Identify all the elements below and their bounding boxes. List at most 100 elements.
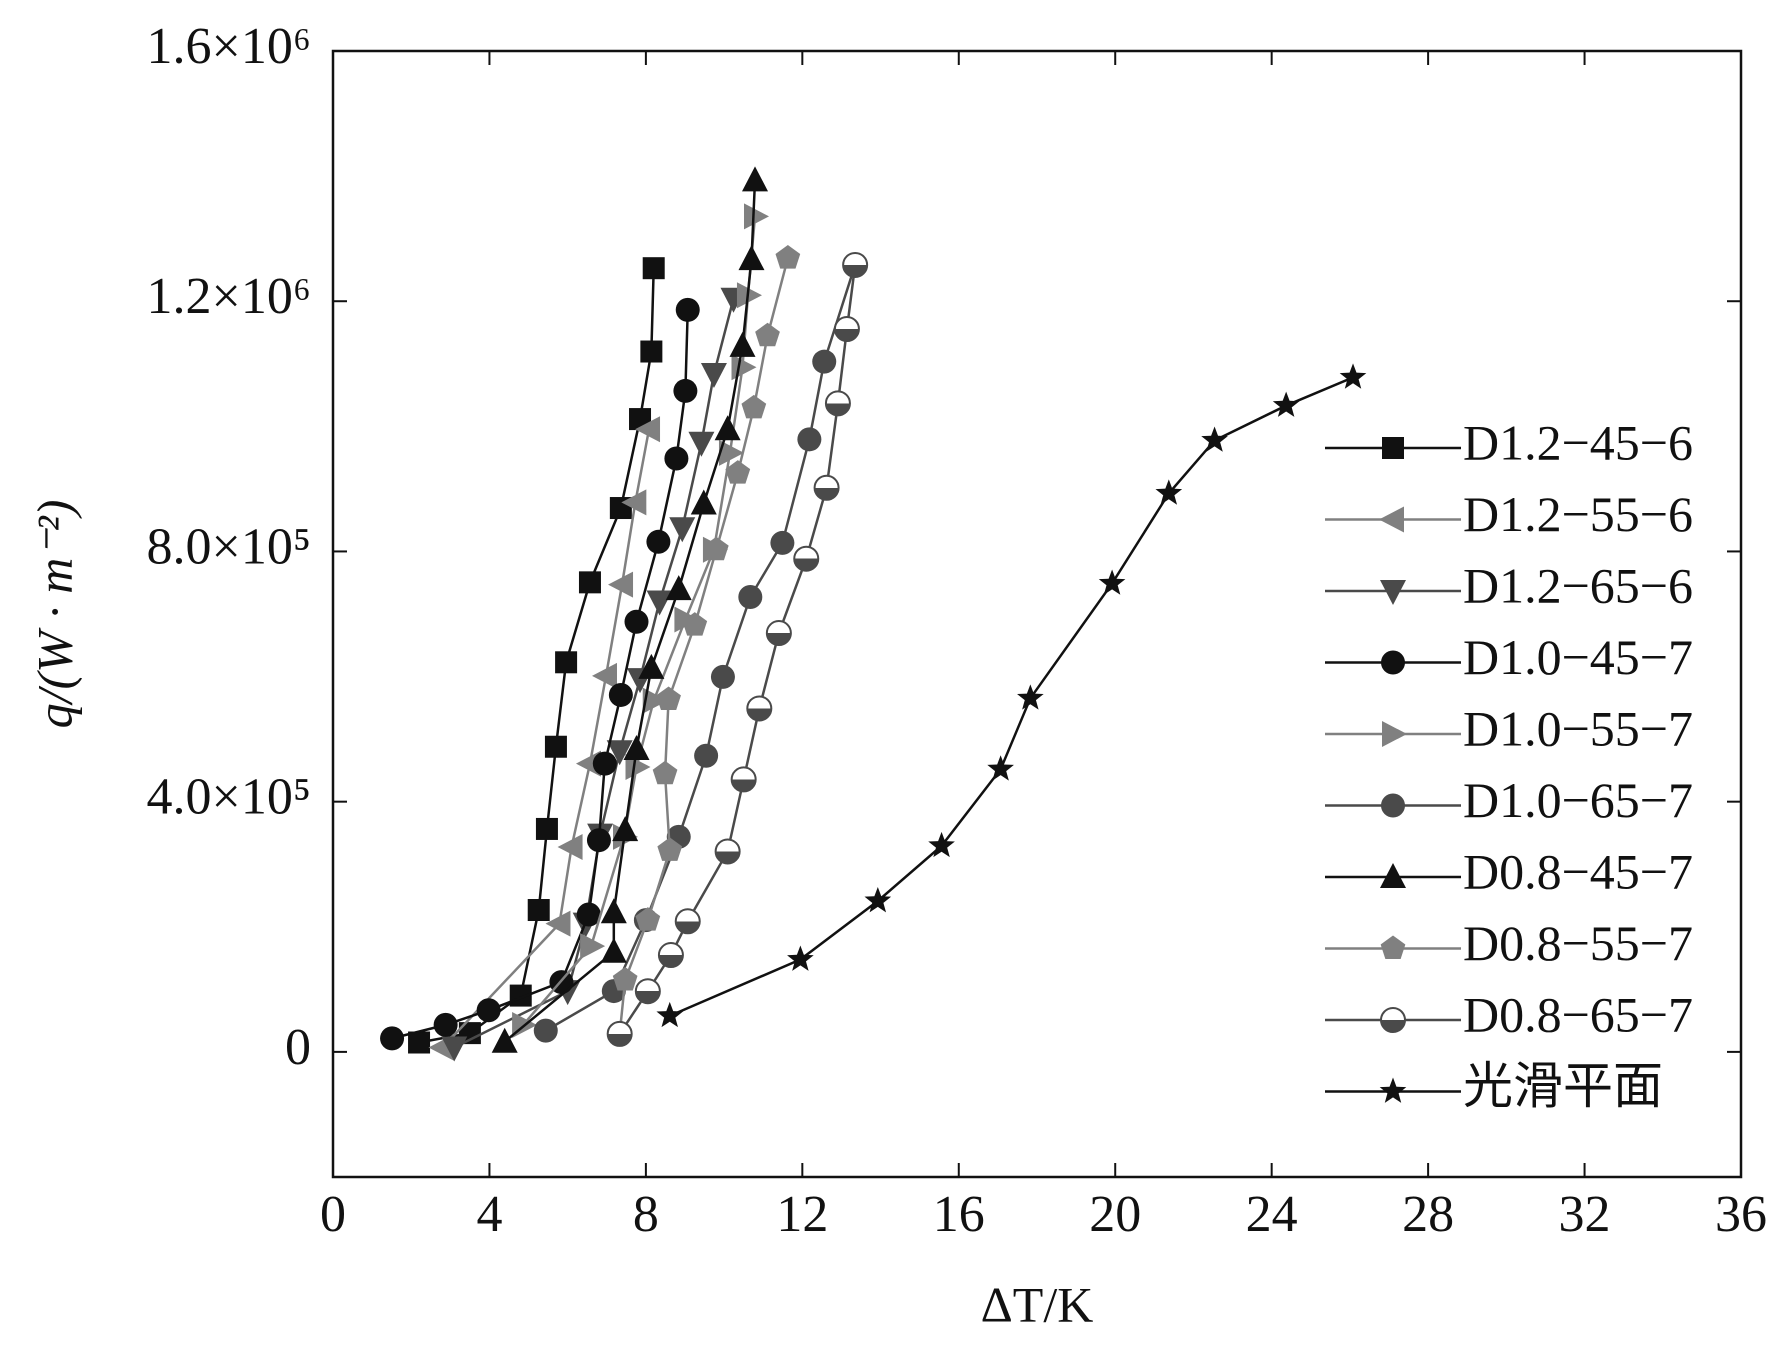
marker [624, 609, 649, 634]
marker [1339, 363, 1367, 389]
marker [1098, 569, 1126, 595]
x-tick-label: 4 [476, 1186, 502, 1243]
plot-frame [331, 49, 1743, 1179]
marker [441, 1036, 468, 1062]
marker [642, 257, 665, 280]
marker [725, 460, 751, 484]
marker [797, 427, 822, 452]
x-tick-label: 24 [1246, 1186, 1298, 1243]
marker [700, 363, 727, 389]
marker [557, 833, 583, 860]
marker [433, 1012, 458, 1037]
marker [1381, 650, 1405, 675]
legend-label: D0.8−65−7 [1463, 986, 1693, 1042]
y-tick-label: 1.2×10⁶ [147, 268, 311, 325]
marker [657, 942, 684, 969]
x-tick-label: 0 [320, 1186, 346, 1243]
marker [606, 1020, 633, 1047]
marker [730, 766, 757, 793]
marker [1379, 506, 1404, 533]
x-tick-label: 28 [1402, 1186, 1454, 1243]
marker [1379, 1077, 1407, 1103]
marker [741, 394, 767, 419]
marker [576, 902, 601, 927]
marker [592, 751, 617, 776]
marker [638, 653, 665, 679]
marker [665, 575, 692, 601]
marker [738, 245, 765, 271]
legend-label: D1.0−55−7 [1463, 700, 1693, 756]
marker [612, 816, 639, 842]
marker [714, 838, 741, 865]
marker [646, 529, 671, 554]
marker [544, 735, 567, 758]
marker [770, 530, 795, 555]
marker [600, 898, 627, 924]
marker [812, 349, 837, 374]
marker [656, 1001, 684, 1028]
marker [623, 734, 650, 760]
marker [755, 322, 780, 347]
marker [491, 1027, 518, 1053]
marker [656, 686, 681, 710]
marker [675, 297, 700, 322]
marker [690, 489, 717, 515]
marker [555, 651, 578, 674]
marker [380, 1026, 405, 1051]
legend-label: D1.2−55−6 [1463, 486, 1693, 542]
marker [842, 251, 869, 278]
marker [635, 416, 661, 443]
series-line [441, 428, 651, 1049]
series-line [418, 268, 655, 1044]
marker [1380, 580, 1406, 605]
marker [1155, 479, 1183, 505]
marker [642, 687, 668, 714]
marker [736, 282, 762, 309]
marker [775, 245, 801, 269]
marker [1201, 426, 1228, 452]
marker [688, 431, 715, 457]
marker [586, 828, 611, 853]
y-tick-label: 4.0×10⁵ [147, 769, 311, 826]
marker [813, 474, 840, 501]
marker [1381, 793, 1405, 818]
marker [738, 584, 763, 609]
marker [612, 966, 638, 991]
y-tick-label: 1.6×10⁶ [147, 18, 311, 75]
marker [646, 590, 673, 616]
marker [664, 446, 689, 471]
marker [476, 998, 501, 1023]
series-line [669, 376, 1354, 1018]
marker [635, 907, 661, 931]
legend-label: D0.8−45−7 [1463, 843, 1693, 899]
marker [1382, 721, 1407, 747]
marker [652, 760, 678, 785]
marker [608, 571, 634, 598]
legend-label: D1.2−45−6 [1463, 414, 1693, 470]
marker [545, 910, 571, 937]
marker [682, 612, 708, 636]
legend-label: D1.0−65−7 [1463, 772, 1693, 828]
x-tick-label: 32 [1559, 1186, 1611, 1243]
marker [746, 695, 773, 722]
marker [533, 1018, 558, 1043]
marker [621, 489, 647, 516]
x-tick-label: 20 [1089, 1186, 1141, 1243]
marker [634, 978, 661, 1005]
marker [625, 754, 651, 781]
marker [669, 517, 696, 543]
marker [987, 755, 1014, 781]
marker [1272, 391, 1300, 417]
marker [580, 933, 606, 960]
marker [535, 817, 558, 840]
marker [1382, 437, 1404, 459]
x-tick-label: 8 [633, 1186, 659, 1243]
legend-label: 光滑平面 [1463, 1058, 1663, 1114]
marker [714, 415, 741, 441]
marker [674, 908, 701, 935]
marker [1380, 935, 1406, 960]
marker [606, 740, 633, 766]
marker [718, 439, 744, 466]
x-axis-label: ΔT/K [981, 1276, 1094, 1332]
